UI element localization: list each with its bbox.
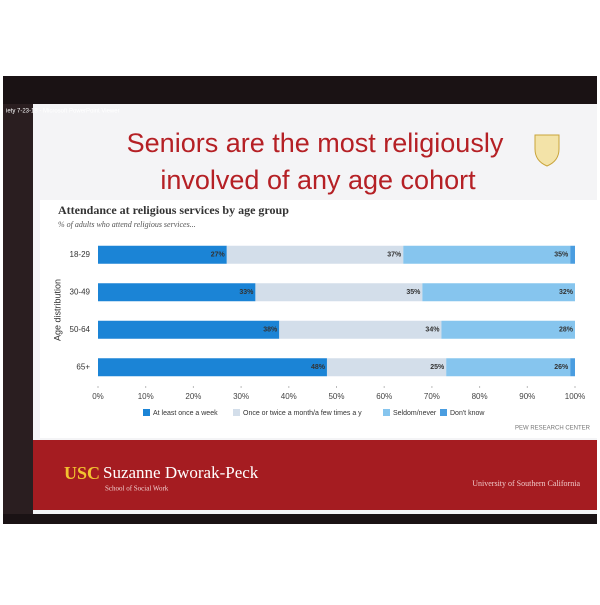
legend-label: At least once a week [153, 410, 218, 417]
value-label: 48% [311, 364, 326, 371]
bar-segment [422, 283, 575, 302]
screen-edge [3, 104, 33, 514]
bar-segment [98, 283, 256, 302]
legend-label: Seldom/never [393, 410, 437, 417]
legend-swatch [143, 409, 150, 416]
footer-brand: USC [64, 463, 100, 483]
slide-title: involved of any age cohort [160, 165, 476, 195]
x-tick-label: 10% [138, 392, 154, 401]
y-tick-label: 30-49 [70, 287, 91, 296]
footer-band [33, 440, 597, 510]
y-tick-label: 50-64 [70, 325, 91, 334]
bar-segment [570, 358, 575, 377]
footer-university: University of Southern California [472, 479, 580, 488]
value-label: 28% [559, 327, 574, 334]
legend-label: Don't know [450, 410, 485, 417]
slide-title: Seniors are the most religiously [127, 128, 504, 158]
legend-swatch [440, 409, 447, 416]
value-label: 25% [430, 364, 445, 371]
x-tick-label: 0% [92, 392, 104, 401]
legend-label: Once or twice a month/a few times a y [243, 410, 362, 417]
x-tick-label: 70% [424, 392, 440, 401]
window-title: iety 7-23-18 - Microsoft PowerPoint View… [6, 109, 120, 115]
value-label: 35% [406, 289, 421, 296]
x-tick-label: 80% [472, 392, 488, 401]
chart-title: Attendance at religious services by age … [58, 203, 289, 217]
bar-segment [98, 245, 227, 264]
bar-segment [226, 245, 404, 264]
x-tick-label: 100% [565, 392, 585, 401]
bar-segment [326, 358, 447, 377]
bar-segment [570, 245, 575, 264]
bar-segment [98, 320, 280, 339]
value-label: 33% [239, 289, 254, 296]
y-axis-label: Age distribution [52, 279, 62, 341]
x-tick-label: 20% [185, 392, 201, 401]
bar-segment [446, 358, 571, 377]
x-tick-label: 40% [281, 392, 297, 401]
legend-swatch [383, 409, 390, 416]
crest [534, 134, 560, 167]
x-tick-label: 50% [328, 392, 344, 401]
bar-segment [279, 320, 442, 339]
y-tick-label: 65+ [76, 362, 90, 371]
footer-school: Suzanne Dworak-Peck [103, 463, 259, 482]
x-tick-label: 30% [233, 392, 249, 401]
value-label: 35% [554, 252, 569, 259]
value-label: 27% [211, 252, 226, 259]
chart-subtitle: % of adults who attend religious service… [58, 220, 196, 229]
legend-swatch [233, 409, 240, 416]
value-label: 38% [263, 327, 278, 334]
bar-segment [441, 320, 575, 339]
y-tick-label: 18-29 [70, 250, 91, 259]
chart-panel [40, 200, 598, 438]
bar-segment [98, 358, 327, 377]
source: PEW RESEARCH CENTER [515, 426, 591, 432]
value-label: 37% [387, 252, 402, 259]
bar-segment [255, 283, 423, 302]
x-tick-label: 60% [376, 392, 392, 401]
value-label: 32% [559, 289, 574, 296]
value-label: 34% [425, 327, 440, 334]
value-label: 26% [554, 364, 569, 371]
x-tick-label: 90% [519, 392, 535, 401]
footer-school-sub: School of Social Work [105, 485, 169, 493]
bar-segment [403, 245, 571, 264]
